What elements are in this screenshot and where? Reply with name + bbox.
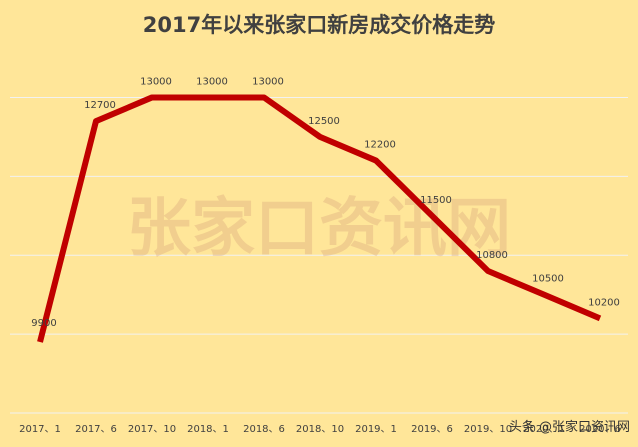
data-label: 11500 [420, 195, 452, 206]
x-tick-label: 2018、10 [296, 424, 344, 435]
data-label: 10800 [476, 250, 508, 261]
x-tick-label: 2019、10 [464, 424, 512, 435]
data-labels: 9900 12700 13000 13000 13000 12500 12200 11500 1… [31, 76, 620, 329]
chart-title: 2017年以来张家口新房成交价格走势 [143, 13, 495, 37]
series-line [37, 94, 602, 343]
x-tick-label: 2020、1 [523, 424, 565, 435]
x-tick-label: 2020、6 [579, 424, 621, 435]
x-tick-label: 2019、1 [355, 424, 397, 435]
data-label: 10200 [588, 297, 620, 308]
x-tick-label: 2017、6 [75, 424, 117, 435]
x-tick-label: 2019、6 [411, 424, 453, 435]
data-label: 9900 [31, 318, 56, 329]
data-label: 10500 [532, 274, 564, 285]
data-label: 12500 [308, 116, 340, 127]
x-tick-label: 2017、10 [128, 424, 176, 435]
data-label: 12700 [84, 100, 116, 111]
x-tick-label: 2017、1 [19, 424, 61, 435]
data-label: 12200 [364, 140, 396, 151]
gridlines [10, 96, 628, 414]
watermark-footer: 头条 @张家口资讯网 [509, 419, 630, 435]
data-label: 13000 [196, 76, 228, 87]
data-label: 13000 [140, 76, 172, 87]
data-label: 13000 [252, 76, 284, 87]
x-tick-label: 2018、1 [187, 424, 229, 435]
watermark: 张家口资讯网 [127, 192, 511, 266]
x-tick-labels: 2017、1 2017、6 2017、10 2018、1 2018、6 2018、10 20… [19, 424, 621, 435]
x-tick-label: 2018、6 [243, 424, 285, 435]
